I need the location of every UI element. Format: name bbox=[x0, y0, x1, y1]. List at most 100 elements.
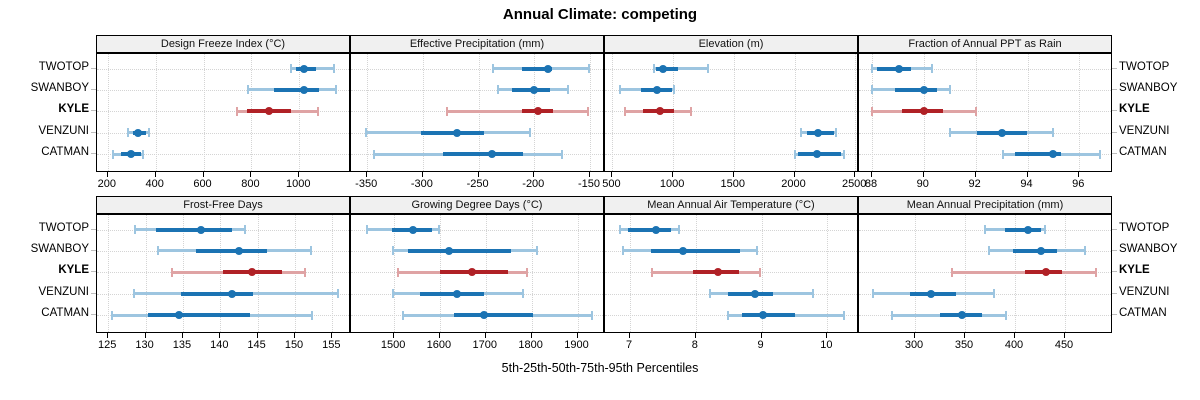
x-tick-label: 96 bbox=[1072, 178, 1085, 190]
x-tick bbox=[694, 333, 696, 338]
row-tick bbox=[1112, 249, 1117, 251]
whisker-cap bbox=[948, 128, 951, 138]
x-tick bbox=[922, 172, 924, 177]
row-tick bbox=[91, 292, 96, 294]
whisker-cap bbox=[566, 85, 569, 95]
station-label-right: KYLE bbox=[1119, 103, 1150, 116]
x-tick bbox=[106, 172, 108, 177]
gridline-v bbox=[332, 215, 334, 332]
median-dot bbox=[453, 128, 462, 137]
whisker-cap bbox=[141, 149, 144, 159]
x-tick bbox=[154, 172, 156, 177]
whisker-cap bbox=[536, 246, 539, 256]
gridline-h bbox=[605, 89, 857, 91]
strip-label: Frost-Free Days bbox=[183, 199, 263, 211]
gridline-h bbox=[97, 154, 349, 156]
median-dot bbox=[895, 64, 904, 73]
gridline-v bbox=[108, 215, 110, 332]
median-dot bbox=[1037, 246, 1045, 255]
gridline-v bbox=[612, 54, 614, 171]
whisker-cap bbox=[311, 310, 314, 320]
row-tick bbox=[91, 88, 96, 90]
strip-label: Elevation (m) bbox=[698, 38, 764, 50]
x-tick-label: 300 bbox=[904, 339, 924, 351]
row-tick bbox=[1112, 67, 1117, 69]
whisker-cap bbox=[984, 225, 986, 234]
median-dot bbox=[814, 128, 823, 137]
median-dot bbox=[658, 64, 667, 73]
x-tick-label: 155 bbox=[322, 339, 341, 351]
x-tick-label: 600 bbox=[193, 178, 212, 190]
x-tick bbox=[484, 333, 486, 338]
station-label-right: SWANBOY bbox=[1119, 242, 1178, 255]
gridline-v bbox=[1027, 54, 1029, 171]
whisker-cap bbox=[156, 246, 159, 256]
x-tick bbox=[672, 172, 674, 177]
x-tick-label: 8 bbox=[691, 339, 698, 351]
iqr-bar bbox=[454, 313, 534, 318]
whisker-cap bbox=[871, 64, 873, 73]
chart-caption: 5th-25th-50th-75th-95th Percentiles bbox=[501, 361, 699, 375]
x-tick-label: 130 bbox=[135, 339, 154, 351]
whisker-cap bbox=[334, 85, 337, 95]
median-dot bbox=[656, 107, 664, 116]
panel-strip: Design Freeze Index (°C) bbox=[96, 35, 350, 53]
median-dot bbox=[652, 225, 661, 234]
panel-strip: Effective Precipitation (mm) bbox=[350, 35, 604, 53]
whisker-cap bbox=[148, 128, 151, 138]
whisker-cap bbox=[706, 64, 709, 73]
row-tick bbox=[91, 131, 96, 133]
station-label-right: VENZUNI bbox=[1119, 285, 1170, 298]
panel-plot bbox=[858, 214, 1112, 333]
x-tick-label: -300 bbox=[410, 178, 433, 190]
gridline-v bbox=[733, 54, 735, 171]
strip-label: Mean Annual Precipitation (mm) bbox=[906, 199, 1064, 211]
gridline-v bbox=[1079, 54, 1081, 171]
gridline-v bbox=[855, 54, 857, 171]
iqr-bar bbox=[1013, 248, 1057, 253]
whisker-cap bbox=[652, 64, 655, 73]
x-tick bbox=[871, 172, 872, 177]
station-label-left: CATMAN bbox=[41, 146, 89, 159]
x-tick-label: 10 bbox=[820, 339, 833, 351]
median-dot bbox=[175, 311, 184, 320]
iqr-bar bbox=[420, 291, 484, 296]
gridline-v bbox=[577, 215, 579, 332]
median-dot bbox=[758, 311, 767, 320]
whisker-line bbox=[447, 109, 588, 113]
median-dot bbox=[1049, 150, 1058, 159]
gridline-h bbox=[859, 111, 1111, 113]
whisker-cap bbox=[930, 64, 933, 73]
whisker-cap bbox=[672, 85, 675, 95]
gridline-h bbox=[351, 89, 603, 91]
gridline-v bbox=[203, 54, 205, 171]
whisker-cap bbox=[586, 106, 589, 116]
row-tick bbox=[91, 314, 96, 316]
median-dot bbox=[467, 268, 476, 277]
x-tick bbox=[576, 333, 578, 338]
x-tick-label: 1700 bbox=[472, 339, 498, 351]
x-tick bbox=[760, 333, 762, 338]
x-tick-label: 90 bbox=[916, 178, 929, 190]
row-tick bbox=[91, 249, 96, 251]
gridline-v bbox=[827, 215, 829, 332]
x-tick bbox=[914, 333, 915, 338]
iqr-bar bbox=[181, 291, 254, 296]
whisker-cap bbox=[521, 289, 524, 299]
whisker-cap bbox=[333, 64, 336, 73]
row-tick bbox=[91, 228, 96, 230]
panel-plot bbox=[350, 214, 604, 333]
whisker-cap bbox=[709, 289, 712, 299]
whisker-cap bbox=[1052, 128, 1055, 138]
whisker-cap bbox=[756, 246, 758, 256]
whisker-cap bbox=[811, 289, 814, 299]
whisker-cap bbox=[993, 289, 995, 299]
station-label-left: KYLE bbox=[58, 103, 89, 116]
whisker-cap bbox=[651, 267, 654, 277]
x-tick-label: 1900 bbox=[564, 339, 589, 351]
median-dot bbox=[300, 64, 309, 73]
median-dot bbox=[958, 311, 966, 320]
whisker-cap bbox=[835, 128, 838, 138]
x-tick bbox=[181, 333, 183, 338]
whisker-cap bbox=[621, 246, 624, 256]
